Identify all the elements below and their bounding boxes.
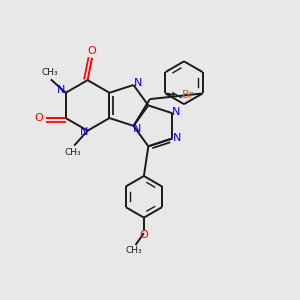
Text: N: N — [57, 85, 65, 95]
Text: N: N — [134, 79, 142, 88]
Text: CH₃: CH₃ — [64, 148, 81, 157]
Text: N: N — [172, 134, 181, 143]
Text: N: N — [80, 127, 88, 137]
Text: O: O — [88, 46, 96, 56]
Text: N: N — [172, 107, 180, 117]
Text: O: O — [139, 230, 148, 241]
Text: Br: Br — [182, 90, 194, 100]
Text: O: O — [34, 113, 43, 123]
Text: CH₃: CH₃ — [41, 68, 58, 77]
Text: CH₃: CH₃ — [126, 246, 142, 255]
Text: N: N — [133, 124, 141, 134]
